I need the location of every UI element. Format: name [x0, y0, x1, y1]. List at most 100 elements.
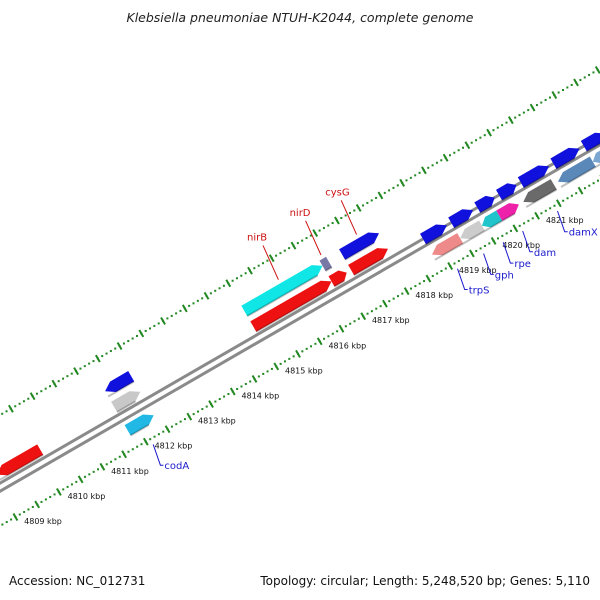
major-tick-inner: [203, 291, 210, 300]
scale-dot: [418, 282, 421, 285]
major-tick-inner: [51, 379, 58, 388]
gene-arrow-shadow: [434, 242, 464, 261]
major-tick-inner: [486, 128, 492, 137]
scale-dot: [205, 405, 208, 408]
scale-dot: [236, 387, 239, 390]
scale-dot: [488, 242, 491, 245]
scale-dot: [375, 196, 378, 199]
gene-arrow-shadow: [479, 205, 493, 214]
scale-dot: [570, 83, 573, 86]
major-tick-outer: [229, 387, 236, 396]
major-tick-inner: [421, 166, 427, 175]
scale-dot: [588, 73, 591, 76]
major-tick-inner: [94, 354, 101, 363]
gene-arrow: [580, 132, 600, 152]
scale-dot: [305, 347, 308, 350]
scale-dot: [427, 166, 430, 169]
major-tick-inner: [594, 65, 600, 74]
gene-label-dam: dam: [534, 248, 556, 259]
scale-dot: [110, 460, 113, 463]
gene-arrow-shadow: [525, 188, 558, 208]
gene-arrow-shadow: [344, 242, 375, 261]
gene-arrow-shadow: [453, 218, 469, 229]
major-tick-inner: [355, 204, 362, 212]
tick-label: 4813 kbp: [198, 417, 236, 426]
gene-arrow: [339, 232, 379, 260]
scale-dot: [575, 192, 578, 195]
major-tick-outer: [295, 349, 301, 358]
scale-dot: [114, 458, 117, 461]
scale-dot: [370, 199, 373, 202]
major-tick-inner: [551, 91, 558, 99]
scale-dot: [318, 229, 321, 232]
scale-dot: [166, 317, 169, 320]
scale-dot: [18, 402, 21, 405]
backbone-layer: [0, 135, 600, 494]
scale-dot: [579, 78, 582, 81]
scale-dot: [379, 305, 382, 308]
scale-dot: [309, 234, 312, 237]
scale-dot: [457, 149, 460, 152]
scale-dot: [592, 182, 595, 185]
scale-dot: [192, 413, 195, 416]
scale-dot: [149, 438, 152, 441]
major-tick-outer: [534, 211, 540, 220]
gene-arrow-shadow: [595, 163, 600, 168]
scale-dot: [144, 329, 147, 332]
scale-dot: [588, 184, 591, 187]
scale-dot: [244, 382, 247, 385]
scale-dot: [414, 285, 417, 288]
scale-dot: [218, 398, 221, 401]
gene-arrow-shadow: [501, 192, 514, 202]
scale-dot: [475, 249, 478, 252]
scale-dot: [257, 264, 260, 267]
scale-dot: [10, 518, 13, 521]
scale-dot: [414, 174, 417, 177]
scale-dot: [388, 189, 391, 192]
scale-dot: [83, 365, 86, 368]
gene-arrow: [448, 209, 473, 228]
scale-dot: [383, 191, 386, 194]
major-tick-inner: [268, 254, 275, 263]
scale-dot: [262, 372, 265, 375]
major-tick-inner: [442, 153, 449, 162]
scale-dot: [83, 475, 86, 478]
scale-dot: [31, 505, 34, 508]
scale-dot: [370, 310, 373, 313]
gene-arrow: [348, 248, 388, 276]
scale-dot: [70, 483, 73, 486]
scale-dot: [249, 380, 252, 383]
scale-dot: [79, 367, 82, 370]
scale-dot: [49, 385, 52, 388]
scale-dot: [322, 227, 325, 230]
tick-label: 4812 kbp: [155, 442, 193, 451]
gene-arrow: [319, 256, 332, 271]
gene-label-leader: [522, 230, 533, 253]
scale-dot: [505, 232, 508, 235]
scale-dot: [535, 104, 538, 107]
scale-dot: [479, 136, 482, 139]
gene-arrow-shadow: [0, 453, 44, 481]
scale-dot: [496, 237, 499, 240]
scale-dot: [444, 267, 447, 270]
major-tick-outer: [208, 400, 214, 409]
gene-arrow-shadow: [325, 266, 333, 272]
scale-dot: [436, 272, 439, 275]
scale-dot: [548, 96, 551, 99]
scale-dot: [170, 314, 173, 317]
scale-dot: [501, 234, 504, 237]
map-title: Klebsiella pneumoniae NTUH-K2044, comple…: [126, 10, 474, 25]
scale-dot: [109, 350, 112, 353]
scale-dot: [257, 375, 260, 378]
gene-arrow-shadow: [116, 400, 136, 413]
major-tick-inner: [73, 367, 79, 376]
scale-dot: [270, 367, 273, 370]
scale-dot: [131, 337, 134, 340]
scale-dot: [423, 280, 426, 283]
scale-dot: [114, 347, 117, 350]
scale-dot: [357, 317, 360, 320]
scale-dot: [127, 450, 130, 453]
major-tick-inner: [138, 329, 145, 338]
scale-dot: [496, 126, 499, 129]
